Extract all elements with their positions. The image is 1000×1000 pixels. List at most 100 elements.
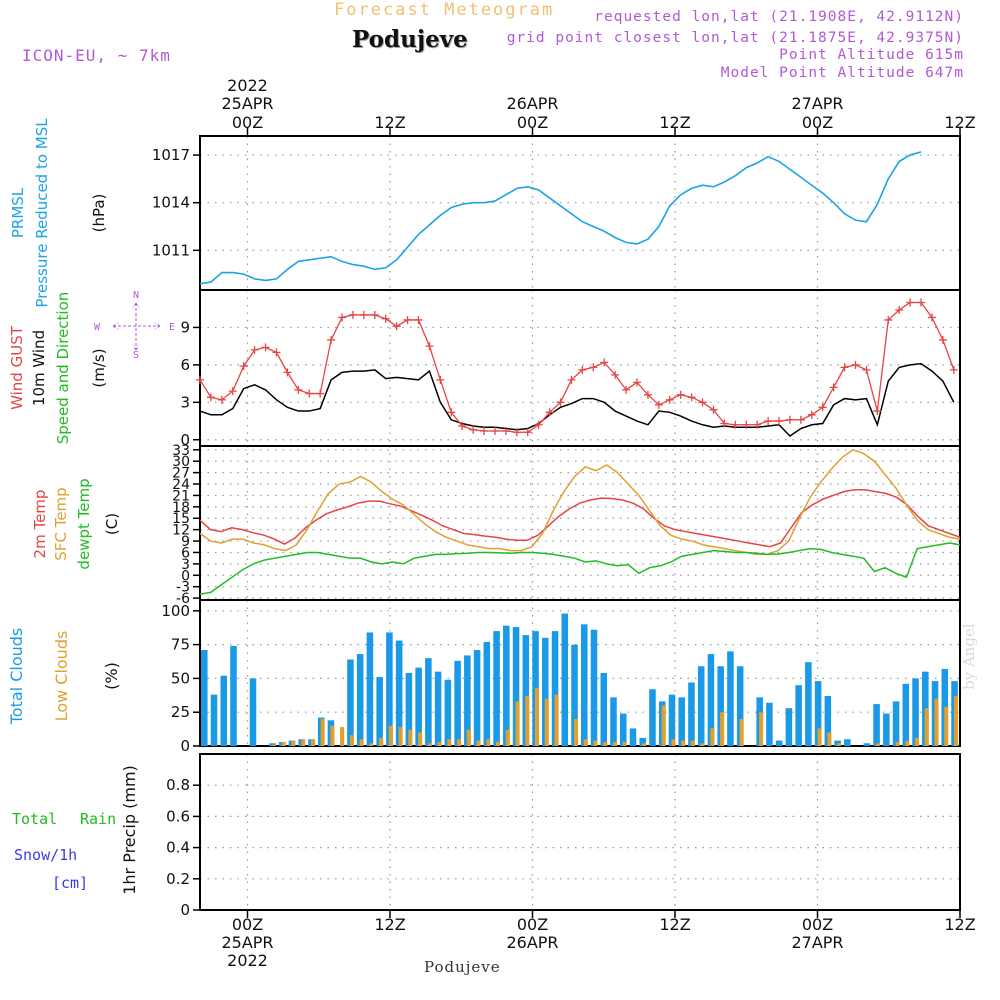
precip-snow-unit-label: [cm] — [52, 874, 88, 892]
temp-sfc-label: SFC Temp — [52, 487, 70, 560]
temperature-ytick-label: 33 — [172, 443, 190, 459]
wind-gust-marker — [370, 310, 379, 319]
low-clouds-bar — [953, 695, 959, 746]
wind-gust-marker — [327, 335, 336, 344]
total-clouds-bar — [649, 689, 656, 746]
wind-gust-marker — [305, 389, 314, 398]
low-clouds-bar — [554, 694, 559, 746]
wind-gust-marker — [239, 362, 248, 371]
total-clouds-bar — [493, 631, 500, 746]
low-clouds-bar — [437, 741, 442, 746]
total-clouds-bar — [376, 677, 383, 746]
wind-gust-marker — [829, 383, 838, 392]
total-clouds-bar — [883, 713, 890, 746]
pressure-ytick-label: 1017 — [152, 146, 190, 164]
bottom-axis-year-label: 2022 — [227, 951, 268, 970]
total-clouds-bar — [483, 641, 491, 746]
clouds-ytick-label: 100 — [161, 602, 190, 620]
total-clouds-bar — [220, 675, 228, 746]
total-clouds-bar — [873, 704, 880, 746]
dewpt-label: dewpt Temp — [75, 478, 93, 569]
low-clouds-bar — [349, 735, 354, 746]
wind-gust-marker — [654, 400, 663, 409]
wind-gust-marker — [785, 415, 794, 424]
wind-gust-marker — [643, 390, 652, 399]
total-clouds-bar — [444, 679, 452, 746]
low-clouds-bar — [661, 705, 666, 746]
clouds-frame — [199, 599, 961, 747]
low-clouds-bar — [291, 740, 296, 746]
low-clouds-bar — [340, 727, 345, 746]
total-clouds-bar — [230, 645, 237, 746]
temp-2m-line — [199, 488, 961, 548]
bottom-axis-hour-label: 00Z — [802, 915, 833, 934]
total-clouds-bar — [581, 624, 588, 746]
wind-gust-marker — [764, 417, 773, 426]
bottom-axis-date-label: 26APR — [506, 933, 558, 952]
low-clouds-bar — [671, 739, 676, 746]
grid-point-location: grid point closest lon,lat (21.1875E, 42… — [506, 30, 964, 46]
point-altitude: Point Altitude 615m — [779, 47, 964, 63]
compass-n: N — [133, 290, 139, 301]
total-clouds-bar — [415, 667, 422, 746]
low-clouds-bar — [408, 729, 413, 746]
wind-gust-marker — [480, 427, 489, 436]
precip-ytick-label: 0.8 — [166, 776, 190, 794]
wind-gust-marker — [458, 422, 467, 431]
total-clouds-bar — [571, 644, 578, 746]
precip-ytick-label: 0.2 — [166, 870, 190, 888]
wind-gust-marker — [283, 368, 292, 377]
bottom-axis-hour-label: 12Z — [944, 915, 975, 934]
wind-ytick-label: 0 — [180, 431, 190, 449]
wind-gust-marker — [436, 375, 445, 384]
low-clouds-bar — [310, 739, 315, 746]
low-clouds-bar — [515, 701, 520, 746]
model-altitude: Model Point Altitude 647m — [720, 65, 964, 81]
low-clouds-bar — [486, 739, 491, 746]
wind-gust-marker — [840, 363, 849, 372]
bottom-axis-hour-label: 12Z — [659, 915, 690, 934]
low-clouds-bar — [759, 712, 764, 746]
compass-s: S — [133, 350, 139, 361]
total-clouds-bar — [473, 650, 481, 746]
temp-2m-label: 2m Temp — [31, 490, 49, 559]
wind-gust-marker — [414, 315, 423, 324]
total-clouds-bar — [356, 654, 364, 746]
compass-rose — [112, 302, 161, 351]
precip-ytick-label: 0 — [180, 901, 190, 919]
wind-gust-marker — [927, 313, 936, 322]
wind-gust-marker — [676, 390, 685, 399]
forecast-title: Forecast Meteogram — [334, 0, 555, 20]
wind-gust-label: Wind GUST — [8, 325, 26, 410]
low-clouds-bar — [281, 741, 286, 746]
pressure-unit-label: (hPa) — [90, 194, 108, 233]
low-clouds-bar — [359, 739, 364, 746]
total-clouds-bar — [619, 713, 627, 746]
wind-gust-marker — [917, 298, 926, 307]
pressure-ytick-label: 1011 — [152, 241, 190, 259]
top-axis-hour-label: 00Z — [802, 113, 833, 132]
wind-gust-marker — [589, 363, 598, 372]
temperature-ytick-label: -6 — [176, 591, 190, 607]
low-clouds-bar — [924, 708, 929, 746]
wind-gust-marker — [633, 378, 641, 387]
station-title: Podujeve — [352, 26, 468, 53]
wind-gust-marker — [611, 370, 620, 379]
low-clouds-bar — [320, 718, 325, 746]
low-clouds-bar — [466, 729, 471, 746]
wind-gust-marker — [534, 420, 543, 429]
total-clouds-bar — [639, 737, 647, 746]
dewpt-line — [199, 542, 961, 596]
low-clouds-bar — [457, 739, 462, 746]
total-clouds-bar — [766, 702, 773, 746]
total-clouds-bar — [551, 631, 559, 746]
top-axis-hour-label: 12Z — [944, 113, 975, 132]
total-clouds-bar — [561, 613, 569, 746]
total-clouds-bar — [795, 685, 802, 746]
wind-gust-marker — [949, 365, 958, 374]
precip-snow-label: Snow/1h — [14, 846, 77, 864]
low-clouds-bar — [876, 743, 881, 746]
total-clouds-bar — [600, 673, 608, 746]
total-clouds-bar — [892, 701, 900, 746]
wind-gust-marker — [600, 358, 609, 367]
